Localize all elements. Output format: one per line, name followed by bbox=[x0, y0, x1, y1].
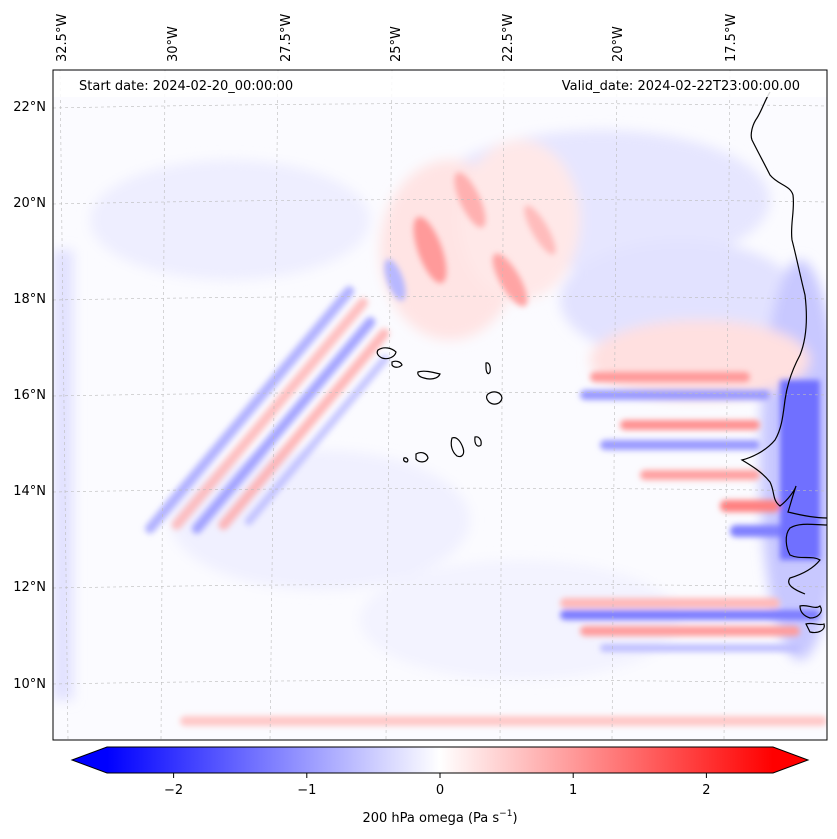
longitude-labels: 32.5°W 30°W 27.5°W 25°W 22.5°W 20°W 17.5… bbox=[55, 14, 739, 62]
colorbar-extend-min bbox=[72, 747, 107, 773]
island-fogo bbox=[415, 452, 429, 463]
lat-label-12n: 12°N bbox=[13, 580, 46, 595]
lon-label-22-5w: 22.5°W bbox=[501, 14, 516, 62]
colorbar-tick-label: 1 bbox=[569, 783, 577, 798]
colorbar-tick-label: 2 bbox=[702, 783, 710, 798]
island-sao-vicente bbox=[391, 360, 403, 368]
omega-field-soft bbox=[53, 130, 827, 700]
colorbar-ticks: −2 −1 0 1 2 bbox=[164, 773, 711, 798]
colorbar-label-main: 200 hPa omega (Pa s bbox=[362, 811, 499, 826]
lat-label-18n: 18°N bbox=[13, 292, 46, 307]
colorbar-tick-label: −1 bbox=[297, 783, 316, 798]
coastline bbox=[376, 91, 827, 634]
senegal-gambia-coast bbox=[785, 523, 827, 595]
latitude-labels: 22°N 20°N 18°N 16°N 14°N 12°N 10°N bbox=[13, 100, 46, 692]
plot-area bbox=[53, 70, 827, 740]
island-boa-vista bbox=[486, 391, 503, 405]
colorbar-extend-max bbox=[773, 747, 808, 773]
lon-label-30w: 30°W bbox=[166, 26, 181, 62]
lon-label-27-5w: 27.5°W bbox=[279, 14, 294, 62]
island-sal bbox=[485, 362, 491, 375]
bissagos-islands bbox=[799, 604, 825, 634]
island-brava bbox=[403, 457, 409, 463]
lon-label-17-5w: 17.5°W bbox=[724, 14, 739, 62]
omega-central-streaks bbox=[384, 172, 556, 307]
lon-label-25w: 25°W bbox=[389, 26, 404, 62]
start-date-label: Start date: 2024-02-20_00:00:00 bbox=[79, 79, 293, 94]
colorbar-tick-label: −2 bbox=[164, 783, 183, 798]
island-santiago bbox=[450, 437, 465, 458]
africa-coastline bbox=[740, 91, 827, 519]
colorbar-outline bbox=[70, 746, 810, 774]
lat-label-22n: 22°N bbox=[13, 100, 46, 115]
lon-label-20w: 20°W bbox=[611, 26, 626, 62]
lat-label-20n: 20°N bbox=[13, 196, 46, 211]
lat-label-14n: 14°N bbox=[13, 484, 46, 499]
valid-date-label: Valid_date: 2024-02-22T23:00:00.00 bbox=[562, 79, 800, 94]
colorbar-tick-label: 0 bbox=[436, 783, 444, 798]
colorbar-label-exponent: −1 bbox=[499, 809, 512, 819]
colorbar-label-close: ) bbox=[512, 811, 517, 826]
island-maio bbox=[474, 436, 482, 447]
island-santo-antao bbox=[376, 347, 397, 360]
colorbar-label: 200 hPa omega (Pa s−1) bbox=[362, 809, 517, 826]
lon-label-32-5w: 32.5°W bbox=[55, 14, 70, 62]
island-sao-nicolau bbox=[417, 370, 441, 380]
colorbar: −2 −1 0 1 2 200 hPa omega (Pa s−1) bbox=[70, 746, 810, 826]
omega-wave-band bbox=[144, 286, 390, 534]
gridlines bbox=[53, 70, 827, 740]
lat-label-10n: 10°N bbox=[13, 677, 46, 692]
colorbar-gradient bbox=[107, 747, 773, 773]
date-strip bbox=[53, 71, 827, 97]
lat-label-16n: 16°N bbox=[13, 388, 46, 403]
map-frame bbox=[52, 69, 828, 741]
